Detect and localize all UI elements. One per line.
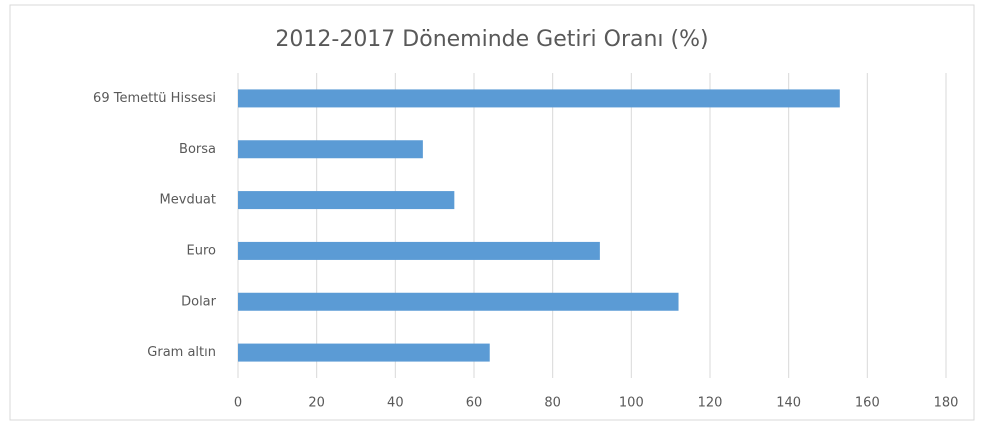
y-tick-label: Gram altın: [147, 345, 216, 360]
x-tick-label: 40: [387, 396, 404, 411]
x-tick-label: 0: [234, 396, 242, 411]
bar: [238, 191, 455, 210]
bar: [238, 241, 600, 260]
y-tick-label: Dolar: [181, 294, 217, 309]
x-tick-label: 180: [934, 396, 959, 411]
y-tick-label: Borsa: [179, 142, 216, 157]
x-tick-label: 20: [308, 396, 325, 411]
y-tick-label: Euro: [187, 243, 217, 258]
bar: [238, 89, 840, 108]
bar: [238, 140, 423, 159]
chart-title: 2012-2017 Döneminde Getiri Oranı (%): [275, 27, 708, 52]
y-tick-label: Mevduat: [160, 193, 216, 208]
x-tick-label: 120: [698, 396, 723, 411]
bar: [238, 343, 490, 362]
x-tick-label: 60: [466, 396, 483, 411]
x-tick-label: 160: [855, 396, 880, 411]
x-tick-label: 80: [544, 396, 561, 411]
chart-border: [9, 4, 975, 421]
x-tick-label: 140: [776, 396, 801, 411]
y-tick-label: 69 Temettü Hissesi: [93, 91, 216, 106]
bar: [238, 292, 679, 311]
x-tick-label: 100: [619, 396, 644, 411]
